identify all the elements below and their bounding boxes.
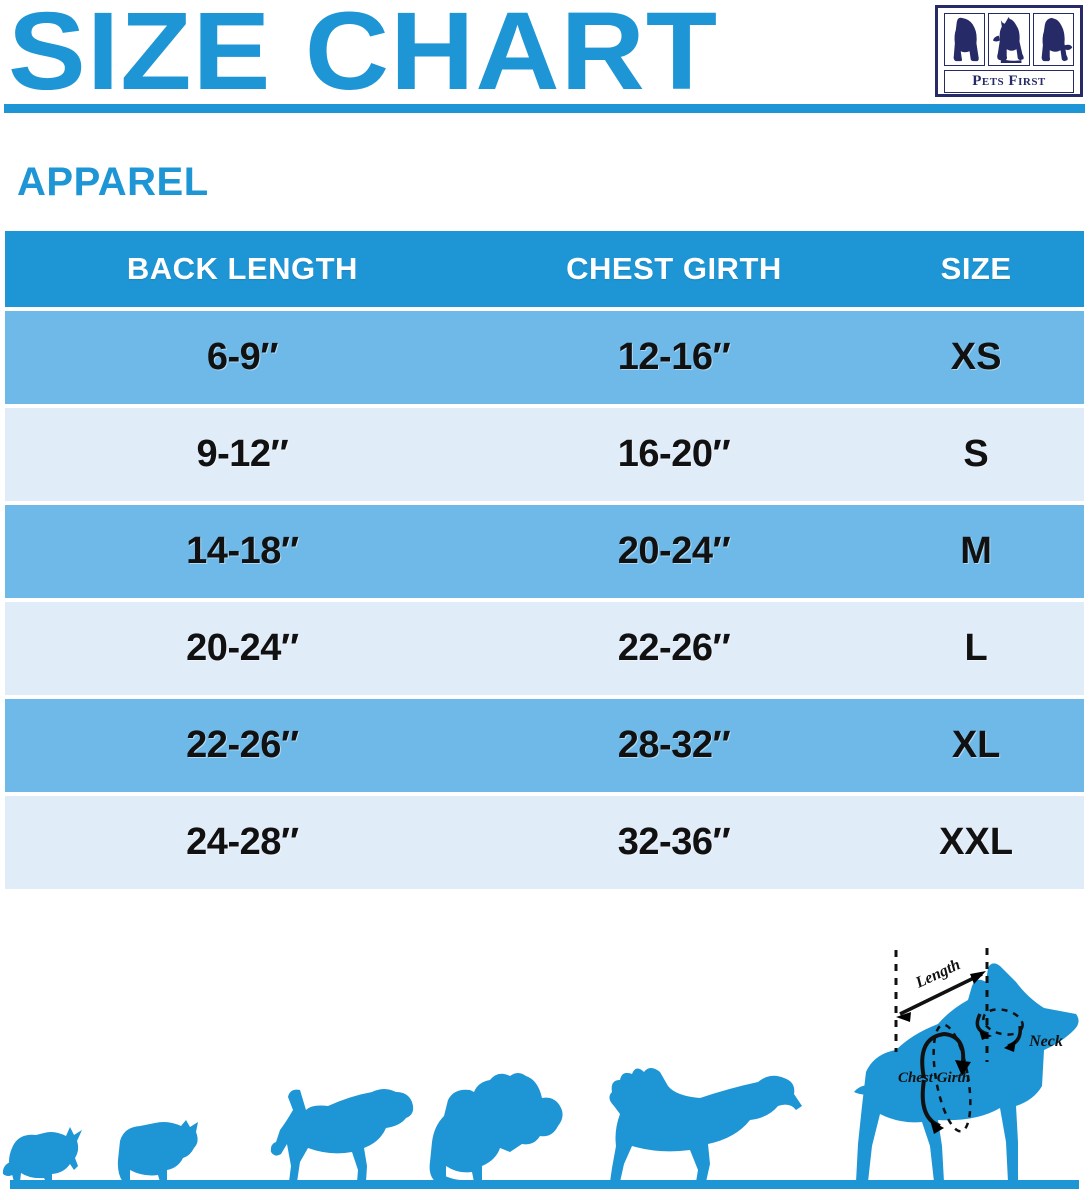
chest-girth-arrow-head-lower [930, 1120, 944, 1134]
chest-girth-arrow [920, 1031, 966, 1079]
cell-back-length: 24-28″ [5, 796, 480, 889]
apparel-size-table: BACK LENGTH CHEST GIRTH SIZE 6-9″ 12-16″… [5, 227, 1084, 893]
title-underline-rule [4, 104, 1085, 113]
logo-dog-box-3 [1032, 13, 1074, 66]
logo-dog-box-1 [944, 13, 986, 66]
dog-size-illustration: Length Chest Girth Neck [0, 930, 1089, 1200]
pets-first-logo: P ETS F IRST [935, 5, 1083, 97]
dog-silhouette-2 [117, 1120, 198, 1182]
cell-chest-girth: 12-16″ [479, 311, 869, 404]
section-label-apparel: APPAREL [17, 160, 209, 204]
cell-size: M [868, 505, 1084, 598]
standing-dog-icon [1041, 17, 1072, 62]
dog-silhouette-1 [2, 1127, 82, 1182]
dog-silhouette-5 [609, 1068, 802, 1182]
logo-word-f: F [1008, 73, 1019, 89]
table-row: 22-26″ 28-32″ XL [5, 699, 1084, 792]
logo-dog-box-2 [988, 13, 1030, 66]
cell-chest-girth: 28-32″ [479, 699, 869, 792]
cell-back-length: 9-12″ [5, 408, 480, 501]
table-row: 6-9″ 12-16″ XS [5, 311, 1084, 404]
length-arrow-head-right [970, 971, 986, 984]
sitting-dog-icon [953, 17, 979, 62]
cell-size: S [868, 408, 1084, 501]
neck-arrow-head-right [1004, 1040, 1016, 1052]
logo-word-irst: IRST [1018, 75, 1046, 88]
cell-back-length: 20-24″ [5, 602, 480, 695]
logo-word-p: P [972, 73, 982, 89]
table-row: 9-12″ 16-20″ S [5, 408, 1084, 501]
cell-back-length: 22-26″ [5, 699, 480, 792]
chest-girth-ellipse [932, 1023, 972, 1133]
chest-girth-arrow-head [955, 1060, 971, 1076]
cell-back-length: 6-9″ [5, 311, 480, 404]
column-header-chest-girth: CHEST GIRTH [479, 231, 869, 307]
table-body: 6-9″ 12-16″ XS 9-12″ 16-20″ S 14-18″ 20-… [5, 311, 1084, 889]
logo-wordmark: P ETS F IRST [944, 70, 1074, 93]
table-row: 24-28″ 32-36″ XXL [5, 796, 1084, 889]
cell-size: XS [868, 311, 1084, 404]
table-header: BACK LENGTH CHEST GIRTH SIZE [5, 231, 1084, 307]
measurement-annotations: Length Chest Girth Neck [894, 948, 1063, 1134]
ground-line [10, 1180, 1079, 1189]
neck-arrow-head [979, 1030, 992, 1040]
label-neck: Neck [1028, 1033, 1063, 1050]
length-arrow-line [899, 972, 983, 1016]
neck-ellipse [982, 1008, 1024, 1036]
dog-silhouette-4 [429, 1073, 563, 1186]
page-title: SIZE CHART [8, 0, 719, 113]
cell-chest-girth: 16-20″ [479, 408, 869, 501]
length-arrow-head-left [896, 1012, 911, 1022]
cell-size: XXL [868, 796, 1084, 889]
logo-word-ets: ETS [981, 75, 1005, 88]
cell-chest-girth: 20-24″ [479, 505, 869, 598]
column-header-size: SIZE [868, 231, 1084, 307]
cell-size: XL [868, 699, 1084, 792]
logo-dog-boxes [944, 13, 1074, 66]
cell-chest-girth: 32-36″ [479, 796, 869, 889]
cell-chest-girth: 22-26″ [479, 602, 869, 695]
label-chest-girth: Chest Girth [898, 1070, 970, 1086]
table-row: 20-24″ 22-26″ L [5, 602, 1084, 695]
cell-back-length: 14-18″ [5, 505, 480, 598]
cell-size: L [868, 602, 1084, 695]
page-header: SIZE CHART [0, 0, 1089, 120]
howling-dog-icon [993, 16, 1025, 64]
table-row: 14-18″ 20-24″ M [5, 505, 1084, 598]
column-header-back-length: BACK LENGTH [5, 231, 480, 307]
dog-silhouette-3 [270, 1089, 414, 1182]
table-header-row: BACK LENGTH CHEST GIRTH SIZE [5, 231, 1084, 307]
